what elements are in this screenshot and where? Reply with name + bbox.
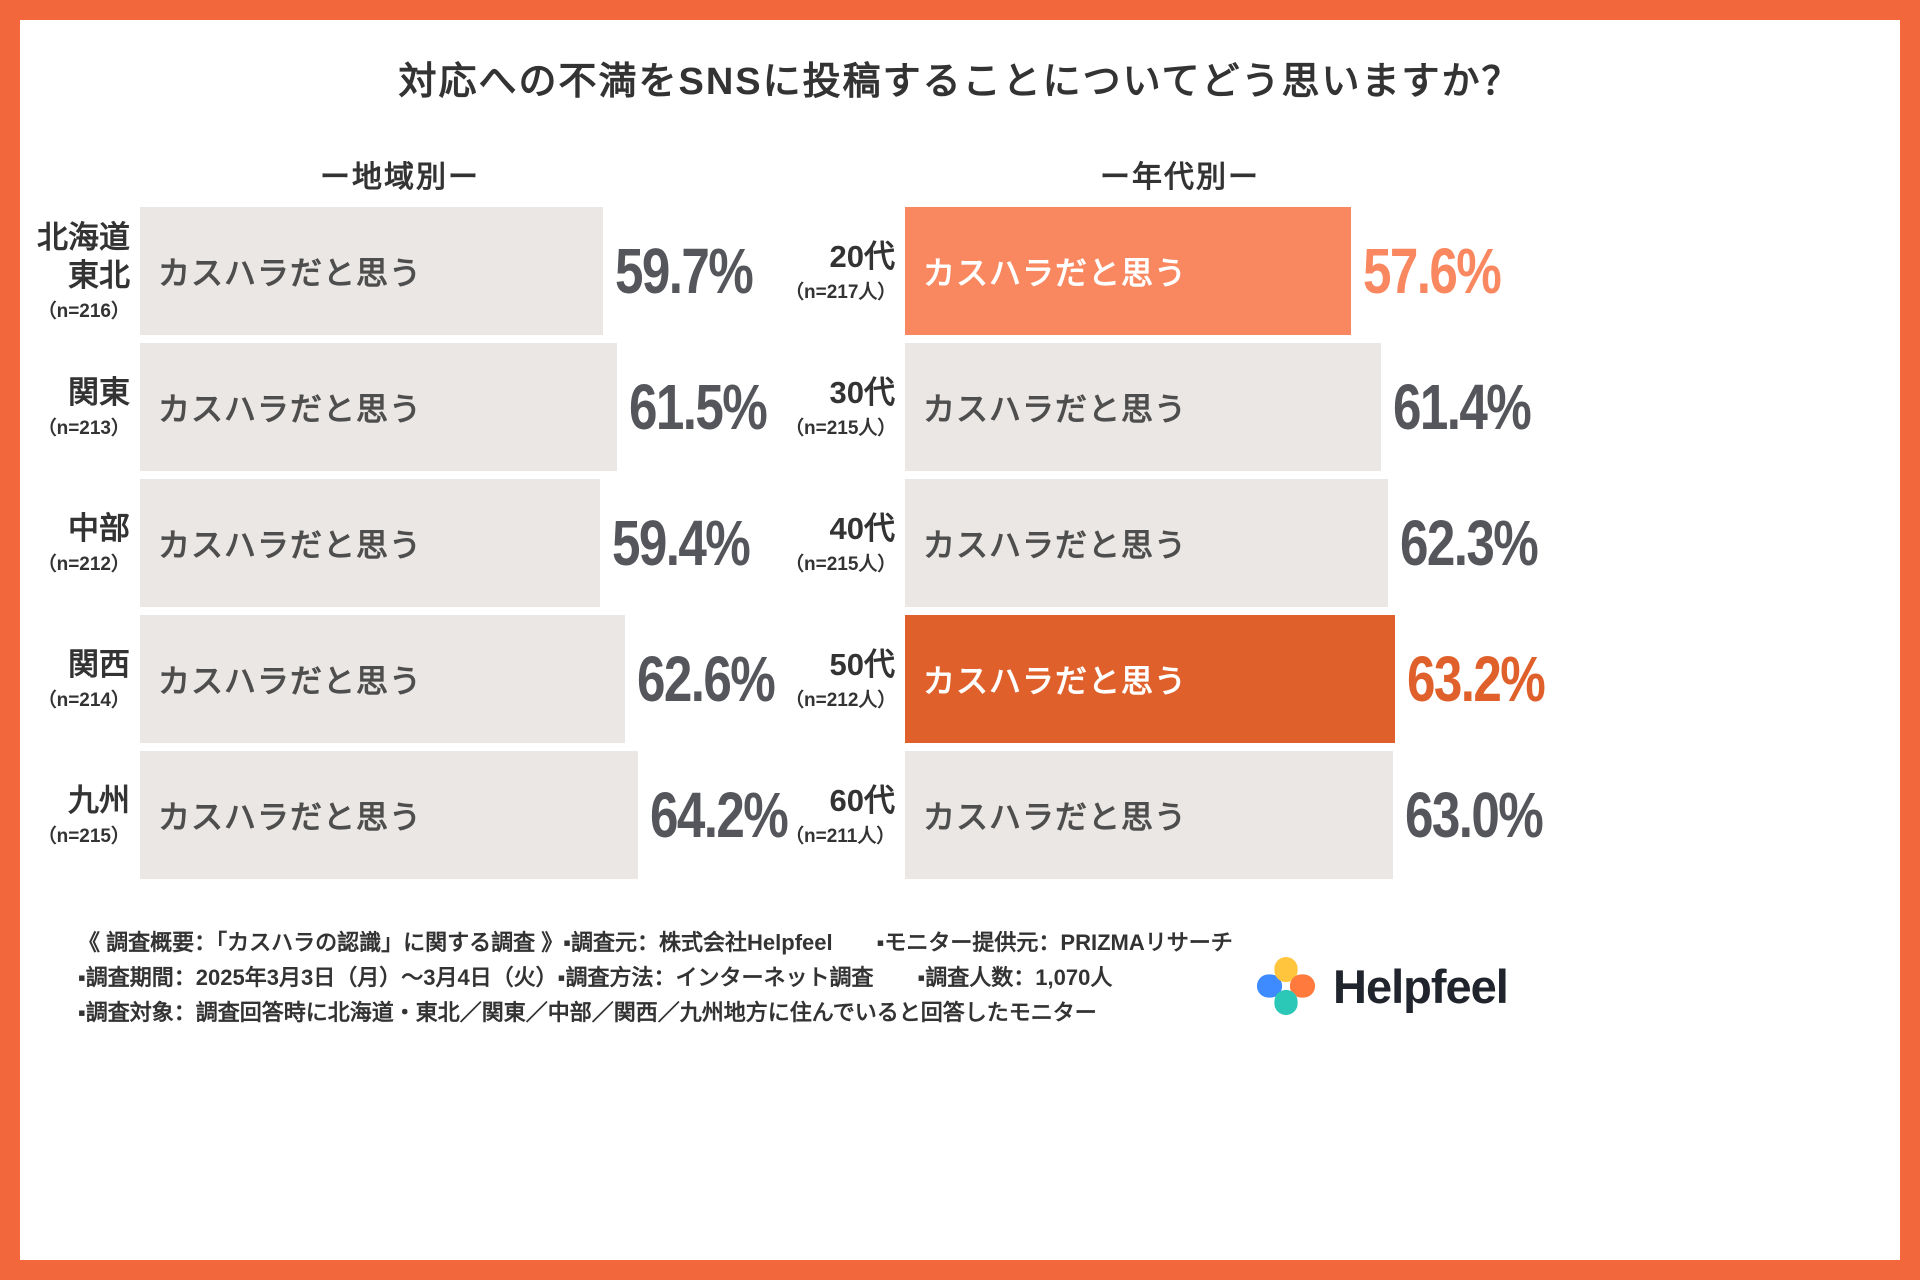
value-label: 57.6%: [1363, 235, 1502, 307]
age-chart-panel: 20代 （n=217人） カスハラだと思う 57.6% 30代 （n=215人） カスハラだ…: [785, 207, 1578, 879]
sample-size-label: （n=215人）: [785, 554, 897, 576]
bar-label: カスハラだと思う: [158, 663, 423, 699]
sample-size-label: （n=213）: [37, 418, 130, 440]
category-label: 中部 （n=212）: [20, 510, 140, 576]
bar: カスハラだと思う: [140, 751, 638, 879]
sample-size-label: （n=215人）: [785, 418, 897, 440]
sample-size-label: （n=217人）: [785, 282, 897, 304]
category-label: 関東 （n=213）: [20, 374, 140, 440]
category-name: 北海道 東北: [37, 220, 130, 293]
category-name: 関東: [68, 374, 130, 410]
category-label: 北海道 東北 （n=216）: [20, 219, 140, 322]
bar: カスハラだと思う: [905, 615, 1395, 743]
value-label: 62.3%: [1400, 507, 1539, 579]
value-label: 63.2%: [1407, 643, 1546, 715]
value-label: 59.7%: [615, 235, 754, 307]
chart-row: 北海道 東北 （n=216） カスハラだと思う 59.7%: [20, 207, 821, 335]
category-name: 20代: [829, 238, 895, 274]
chart-row: 50代 （n=212人） カスハラだと思う 63.2%: [785, 615, 1578, 743]
category-name: 30代: [829, 374, 895, 410]
bar: カスハラだと思う: [905, 479, 1388, 607]
helpfeel-logo-icon: [1256, 956, 1316, 1016]
bar: カスハラだと思う: [905, 343, 1381, 471]
category-name: 50代: [829, 646, 895, 682]
chart-title: 対応への不満をSNSに投稿することについてどう思いますか？: [398, 61, 1522, 103]
bar: カスハラだと思う: [140, 343, 617, 471]
sample-size-label: （n=216）: [37, 300, 130, 322]
bar: カスハラだと思う: [140, 207, 603, 335]
survey-overview: 《 調査概要：「カスハラの認識」に関する調査 》▪調査元：株式会社Helpfee…: [78, 925, 1233, 1030]
bar-label: カスハラだと思う: [158, 255, 423, 291]
survey-overview-line3: ▪調査対象：調査回答時に北海道・東北／関東／中部／関西／九州地方に住んでいると回…: [78, 1000, 1097, 1025]
bar-label: カスハラだと思う: [158, 527, 423, 563]
region-chart-panel: 北海道 東北 （n=216） カスハラだと思う 59.7% 関東 （n=213） カスハラだ…: [20, 207, 821, 879]
chart-row: 中部 （n=212） カスハラだと思う 59.4%: [20, 479, 821, 607]
category-name: 中部: [68, 510, 130, 546]
bar-label: カスハラだと思う: [158, 799, 423, 835]
category-label: 50代 （n=212人）: [785, 646, 905, 712]
bar-label: カスハラだと思う: [158, 391, 423, 427]
helpfeel-logo: Helpfeel: [1255, 955, 1509, 1017]
region-section-title: ー地域別ー: [320, 161, 480, 194]
survey-overview-line1: 《 調査概要：「カスハラの認識」に関する調査 》▪調査元：株式会社Helpfee…: [78, 930, 1233, 955]
chart-row: 関東 （n=213） カスハラだと思う 61.5%: [20, 343, 821, 471]
category-label: 20代 （n=217人）: [785, 238, 905, 304]
infographic-canvas: 対応への不満をSNSに投稿することについてどう思いますか？ ー地域別ー ー年代別…: [20, 20, 1900, 1260]
bar: カスハラだと思う: [905, 751, 1393, 879]
value-label: 61.4%: [1393, 371, 1532, 443]
age-section-title: ー年代別ー: [1100, 161, 1260, 194]
value-label: 64.2%: [650, 779, 789, 851]
chart-row: 60代 （n=211人） カスハラだと思う 63.0%: [785, 751, 1578, 879]
bar-label: カスハラだと思う: [923, 391, 1188, 427]
sample-size-label: （n=212人）: [785, 690, 897, 712]
chart-row: 40代 （n=215人） カスハラだと思う 62.3%: [785, 479, 1578, 607]
chart-row: 関西 （n=214） カスハラだと思う 62.6%: [20, 615, 821, 743]
category-label: 関西 （n=214）: [20, 646, 140, 712]
chart-row: 30代 （n=215人） カスハラだと思う 61.4%: [785, 343, 1578, 471]
category-name: 九州: [68, 782, 130, 818]
sample-size-label: （n=212）: [37, 554, 130, 576]
bar-label: カスハラだと思う: [923, 527, 1188, 563]
chart-row: 九州 （n=215） カスハラだと思う 64.2%: [20, 751, 821, 879]
category-label: 九州 （n=215）: [20, 782, 140, 848]
category-label: 30代 （n=215人）: [785, 374, 905, 440]
value-label: 59.4%: [612, 507, 751, 579]
category-name: 60代: [829, 782, 895, 818]
bar-label: カスハラだと思う: [923, 663, 1188, 699]
value-label: 63.0%: [1405, 779, 1544, 851]
sample-size-label: （n=215）: [37, 826, 130, 848]
sample-size-label: （n=214）: [37, 690, 130, 712]
value-label: 61.5%: [629, 371, 768, 443]
survey-overview-line2: ▪調査期間：2025年3月3日（月）〜3月4日（火）▪調査方法：インターネット調…: [78, 965, 1113, 990]
value-label: 62.6%: [637, 643, 776, 715]
category-label: 40代 （n=215人）: [785, 510, 905, 576]
bar: カスハラだと思う: [905, 207, 1351, 335]
bar-label: カスハラだと思う: [923, 799, 1188, 835]
bar-label: カスハラだと思う: [923, 255, 1188, 291]
bar: カスハラだと思う: [140, 479, 600, 607]
category-name: 40代: [829, 510, 895, 546]
bar: カスハラだと思う: [140, 615, 625, 743]
helpfeel-logo-text: Helpfeel: [1333, 959, 1509, 1013]
category-label: 60代 （n=211人）: [785, 782, 905, 848]
sample-size-label: （n=211人）: [785, 826, 896, 848]
category-name: 関西: [68, 646, 130, 682]
chart-row: 20代 （n=217人） カスハラだと思う 57.6%: [785, 207, 1578, 335]
